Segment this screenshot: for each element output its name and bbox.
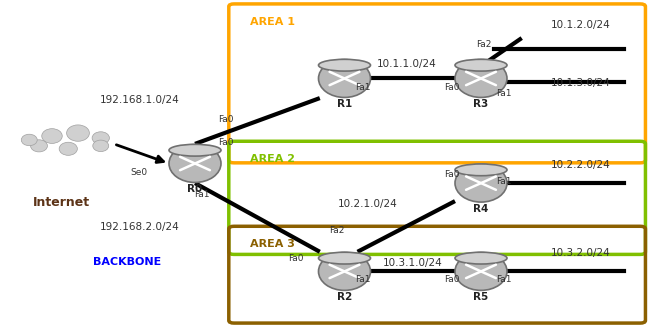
Ellipse shape [455,59,507,71]
Text: Fa2: Fa2 [476,40,492,49]
Text: AREA 1: AREA 1 [250,17,295,26]
Text: Fa0: Fa0 [444,275,460,284]
Text: 10.2.2.0/24: 10.2.2.0/24 [551,160,610,170]
Text: Fa1: Fa1 [355,275,370,284]
Text: AREA 2: AREA 2 [250,154,295,164]
Ellipse shape [59,142,77,155]
Text: R1: R1 [337,99,352,109]
Ellipse shape [66,125,90,141]
Text: AREA 3: AREA 3 [250,239,295,249]
Ellipse shape [318,59,370,71]
Text: R5: R5 [473,292,489,302]
Ellipse shape [42,129,62,143]
Text: Fa1: Fa1 [355,83,370,92]
Ellipse shape [455,164,507,202]
Ellipse shape [455,164,507,176]
Text: R0: R0 [187,184,203,194]
Text: 10.3.2.0/24: 10.3.2.0/24 [551,249,610,258]
Text: 192.168.2.0/24: 192.168.2.0/24 [100,222,179,232]
Text: Fa0: Fa0 [218,115,234,124]
Text: 10.1.1.0/24: 10.1.1.0/24 [376,59,436,69]
Text: Fa0: Fa0 [444,170,460,180]
Text: R2: R2 [337,292,352,302]
Text: 10.1.3.0/24: 10.1.3.0/24 [551,78,610,88]
Text: 10.2.1.0/24: 10.2.1.0/24 [337,199,397,209]
Text: Fa0: Fa0 [288,254,304,263]
Ellipse shape [169,144,221,156]
Text: R4: R4 [473,204,489,214]
Text: 192.168.1.0/24: 192.168.1.0/24 [100,95,179,105]
Ellipse shape [93,140,109,151]
Ellipse shape [31,140,47,152]
Ellipse shape [21,134,37,146]
Text: Fa0: Fa0 [218,138,234,147]
Text: Fa1: Fa1 [194,190,209,199]
Ellipse shape [169,145,221,182]
Ellipse shape [455,252,507,264]
Ellipse shape [318,252,370,264]
Ellipse shape [455,60,507,97]
Text: Se0: Se0 [130,168,147,177]
Ellipse shape [318,252,370,290]
Text: 10.3.1.0/24: 10.3.1.0/24 [383,258,443,268]
Text: Internet: Internet [33,196,90,209]
Text: Fa2: Fa2 [329,226,344,235]
Text: BACKBONE: BACKBONE [92,257,161,267]
Text: Fa1: Fa1 [496,275,512,284]
Ellipse shape [318,60,370,97]
Text: Fa0: Fa0 [444,83,460,92]
Ellipse shape [455,252,507,290]
Text: Fa1: Fa1 [496,177,512,186]
Text: Fa1: Fa1 [496,89,512,98]
Ellipse shape [92,132,109,144]
Text: R3: R3 [473,99,489,109]
Text: 10.1.2.0/24: 10.1.2.0/24 [551,20,610,29]
